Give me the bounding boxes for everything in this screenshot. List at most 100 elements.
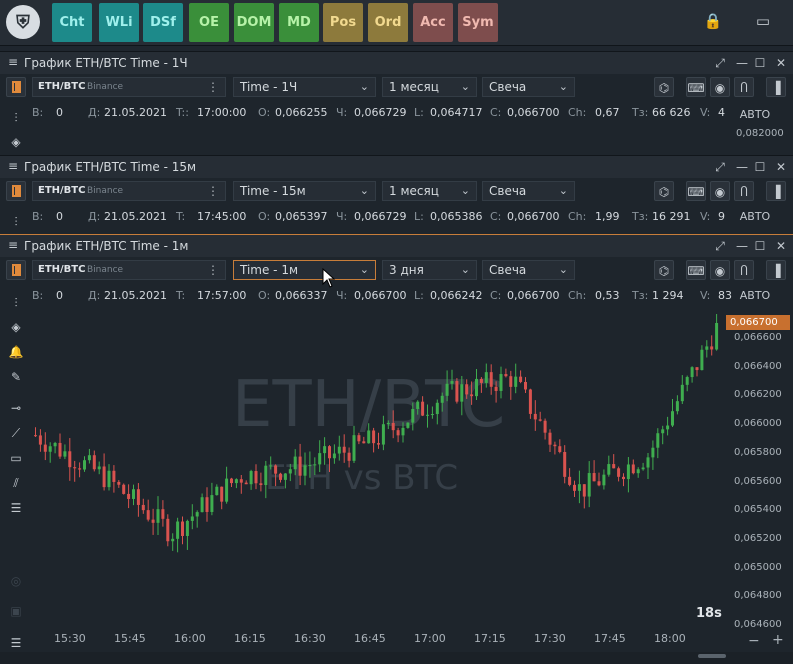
- eye-icon[interactable]: ◎: [10, 574, 22, 588]
- lock-icon[interactable]: 🔒: [703, 12, 723, 30]
- magnet-icon[interactable]: Ⴖ: [734, 181, 754, 201]
- nav-button-sym[interactable]: Sym: [458, 3, 498, 42]
- close-icon[interactable]: ✕: [775, 239, 787, 253]
- candle-body: [465, 384, 469, 395]
- info-value-o: 0,066255: [275, 106, 328, 119]
- period-select[interactable]: 3 дня ⌄: [382, 260, 477, 280]
- candlestick-chart[interactable]: [30, 312, 726, 624]
- nav-button-wli[interactable]: WLi: [99, 3, 139, 42]
- timeframe-select[interactable]: Time - 15м ⌄: [233, 181, 376, 201]
- indicators-icon[interactable]: ⫶: [14, 215, 18, 229]
- rectangle-icon[interactable]: ▭: [10, 451, 22, 465]
- chart-type-select[interactable]: Свеча ⌄: [482, 77, 575, 97]
- list-icon[interactable]: ☰: [10, 636, 22, 650]
- mouse-icon[interactable]: ◉: [710, 77, 730, 97]
- lock-drawings-icon[interactable]: ▣: [10, 604, 22, 618]
- indicators-icon[interactable]: ⫶: [14, 111, 18, 125]
- candle-body: [83, 460, 86, 470]
- indicator-icon[interactable]: ⌬: [654, 77, 674, 97]
- ohlc-info-row: B: 0 Д: 21.05.2021 T:: 17:00:00 O: 0,066255 Ч: 0,…: [32, 102, 732, 124]
- timeframe-value: Time - 1Ч: [240, 80, 298, 94]
- expand-icon[interactable]: ⤢: [715, 160, 725, 174]
- info-label-tz: Tз:: [632, 106, 649, 119]
- window-layout-icon[interactable]: ▭: [755, 12, 771, 30]
- more-icon[interactable]: ⋮: [207, 263, 219, 277]
- chart-type-value: Свеча: [489, 80, 527, 94]
- indicator-icon[interactable]: ⌬: [654, 181, 674, 201]
- zoom-in-icon[interactable]: +: [772, 632, 784, 648]
- auto-scale-label[interactable]: АВТО: [739, 210, 771, 223]
- close-icon[interactable]: ✕: [775, 160, 787, 174]
- price-axis[interactable]: 0,066600 0,066400 0,066200 0,066000 0,065800…: [726, 314, 793, 630]
- symbol-selector[interactable]: ETH/BTC Binance ⋮: [32, 181, 226, 201]
- side-panel-icon[interactable]: ▐: [766, 260, 786, 280]
- keyboard-icon[interactable]: ⌨: [686, 77, 706, 97]
- trend-line-icon[interactable]: ⟋: [11, 426, 21, 440]
- time-axis[interactable]: 15:30 15:45 16:00 16:15 16:30 16:45 17:00 17:15…: [30, 628, 726, 650]
- horizontal-line-icon[interactable]: ⊸: [10, 401, 22, 415]
- panel-link-button[interactable]: [6, 260, 26, 280]
- price-tick-label: 0,065800: [734, 446, 782, 458]
- keyboard-icon[interactable]: ⌨: [686, 181, 706, 201]
- panel-link-button[interactable]: [6, 77, 26, 97]
- mouse-icon[interactable]: ◉: [710, 260, 730, 280]
- timeframe-select[interactable]: Time - 1Ч ⌄: [233, 77, 376, 97]
- magnet-icon[interactable]: Ⴖ: [734, 77, 754, 97]
- mouse-icon[interactable]: ◉: [710, 181, 730, 201]
- indicator-icon[interactable]: ⌬: [654, 260, 674, 280]
- ruler-icon[interactable]: ☰: [10, 501, 22, 515]
- more-icon[interactable]: ⋮: [207, 80, 219, 94]
- nav-button-oe[interactable]: OE: [189, 3, 229, 42]
- nav-button-md[interactable]: MD: [279, 3, 319, 42]
- candle-body: [230, 478, 233, 484]
- bell-icon[interactable]: 🔔: [8, 345, 24, 359]
- chart-type-select[interactable]: Свеча ⌄: [482, 181, 575, 201]
- nav-button-pos[interactable]: Pos: [323, 3, 363, 42]
- symbol-selector[interactable]: ETH/BTC Binance ⋮: [32, 260, 226, 280]
- more-icon[interactable]: ⋮: [207, 184, 219, 198]
- zoom-out-icon[interactable]: −: [748, 633, 760, 649]
- nav-button-dsf[interactable]: DSf: [143, 3, 183, 42]
- layers-icon[interactable]: ◈: [11, 135, 21, 149]
- timeframe-select[interactable]: Time - 1м ⌄: [233, 260, 376, 280]
- side-panel-icon[interactable]: ▐: [766, 77, 786, 97]
- hamburger-menu-icon[interactable]: ≡: [8, 159, 19, 173]
- nav-button-cht[interactable]: Cht: [52, 3, 92, 42]
- panel-link-button[interactable]: [6, 181, 26, 201]
- maximize-icon[interactable]: ☐: [754, 160, 766, 174]
- minimize-icon[interactable]: —: [736, 239, 748, 253]
- app-logo[interactable]: ⛨: [6, 5, 40, 39]
- minimize-icon[interactable]: —: [736, 160, 748, 174]
- chevron-down-icon: ⌄: [359, 184, 369, 197]
- chart-type-select[interactable]: Свеча ⌄: [482, 260, 575, 280]
- period-select[interactable]: 1 месяц ⌄: [382, 181, 477, 201]
- minimize-icon[interactable]: —: [736, 56, 748, 70]
- symbol-selector[interactable]: ETH/BTC Binance ⋮: [32, 77, 226, 97]
- maximize-icon[interactable]: ☐: [754, 56, 766, 70]
- hamburger-menu-icon[interactable]: ≡: [8, 238, 19, 252]
- auto-scale-label[interactable]: АВТО: [739, 289, 771, 302]
- scrollbar-thumb[interactable]: [698, 654, 726, 658]
- side-panel-icon[interactable]: ▐: [766, 181, 786, 201]
- nav-button-acc[interactable]: Acc: [413, 3, 453, 42]
- expand-icon[interactable]: ⤢: [715, 239, 725, 253]
- expand-icon[interactable]: ⤢: [715, 56, 725, 70]
- pencil-icon[interactable]: ✎: [10, 370, 22, 384]
- channel-icon[interactable]: ⫽: [13, 476, 19, 490]
- bottom-scrollbar[interactable]: [0, 652, 793, 664]
- close-icon[interactable]: ✕: [775, 56, 787, 70]
- layers-icon[interactable]: ◈: [11, 320, 21, 334]
- nav-button-dom[interactable]: DOM: [234, 3, 274, 42]
- auto-scale-label[interactable]: АВТО: [739, 108, 771, 121]
- candle-body: [342, 446, 346, 453]
- info-value-l: 0,065386: [430, 210, 483, 223]
- candle-body: [176, 521, 180, 539]
- period-select[interactable]: 1 месяц ⌄: [382, 77, 477, 97]
- maximize-icon[interactable]: ☐: [754, 239, 766, 253]
- magnet-icon[interactable]: Ⴖ: [734, 260, 754, 280]
- indicators-icon[interactable]: ⫶: [14, 296, 18, 310]
- hamburger-menu-icon[interactable]: ≡: [8, 55, 19, 69]
- keyboard-icon[interactable]: ⌨: [686, 260, 706, 280]
- nav-button-ord[interactable]: Ord: [368, 3, 408, 42]
- info-value-h: 0,066700: [354, 289, 407, 302]
